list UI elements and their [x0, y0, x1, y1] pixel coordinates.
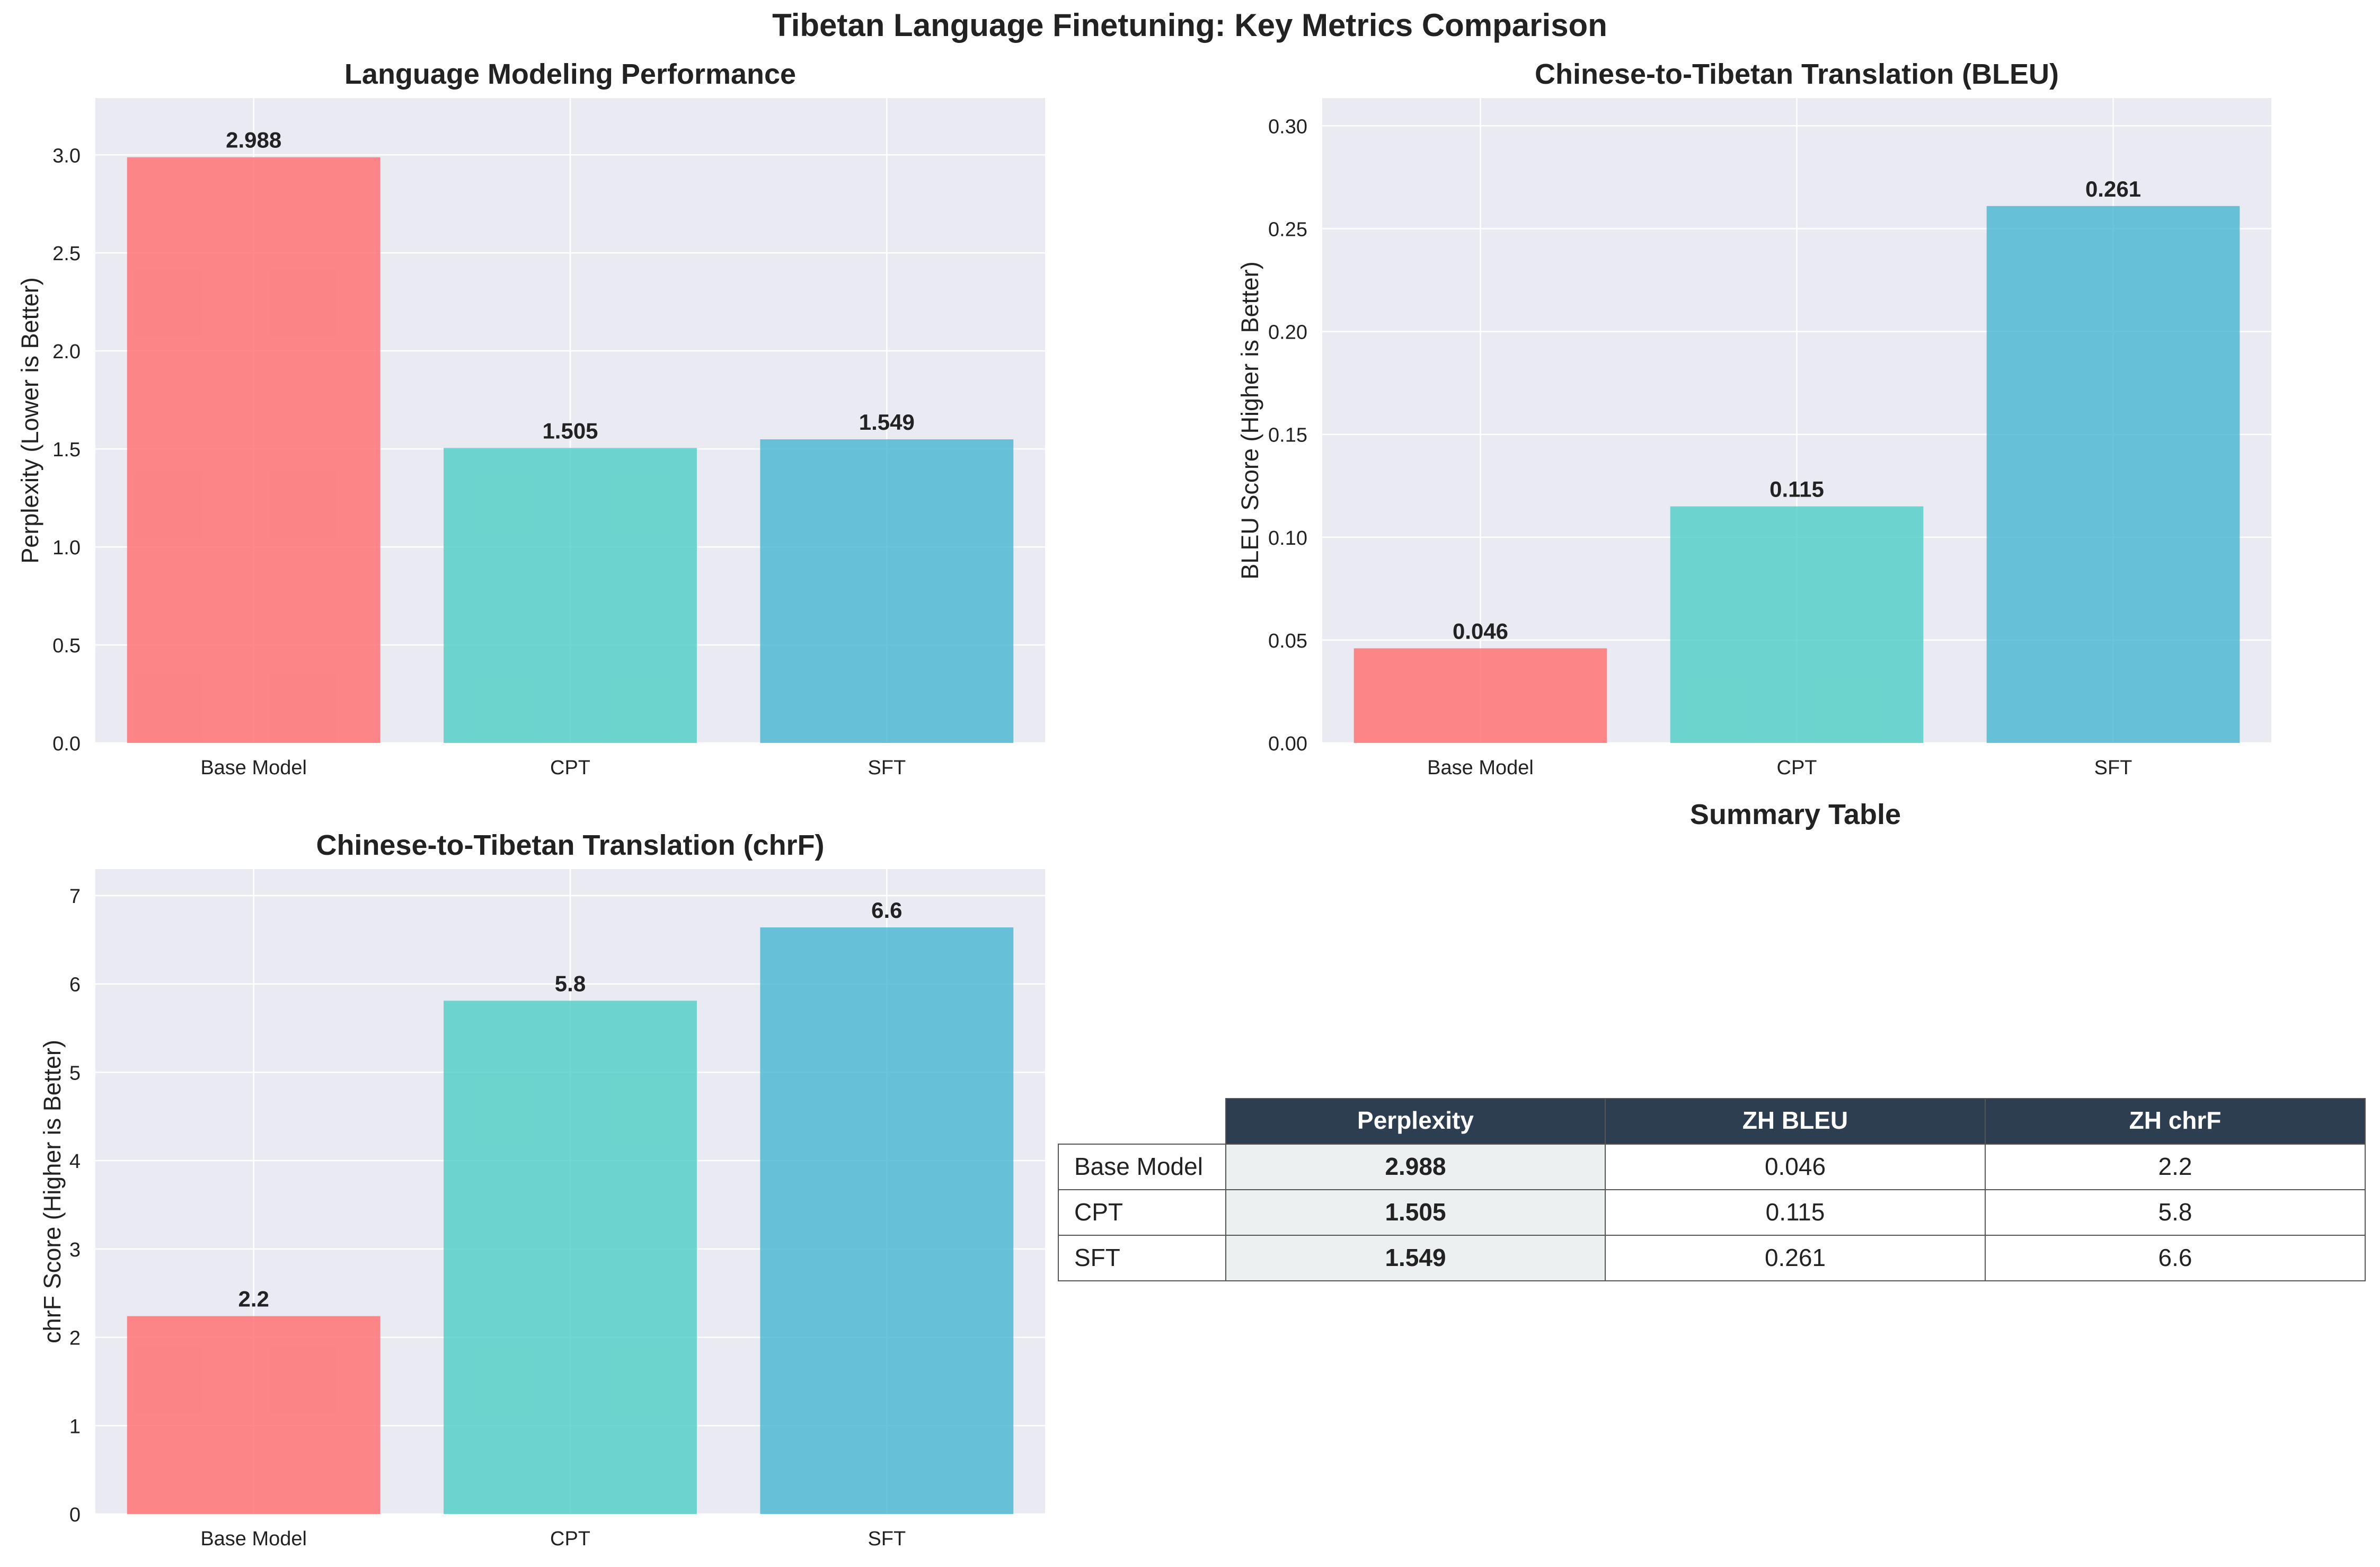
y-tick-label: 2 [69, 1327, 81, 1350]
y-tick-label: 3 [69, 1239, 81, 1261]
y-tick-label: 0 [69, 1504, 81, 1526]
y-axis-label: chrF Score (Higher is Better) [39, 1040, 66, 1343]
bar [127, 1316, 381, 1514]
table-header-cell [1985, 1098, 2366, 1145]
x-tick-label: CPT [1777, 757, 1817, 779]
chart-title: Chinese-to-Tibetan Translation (chrF) [316, 829, 824, 861]
y-tick-label: 2.5 [52, 243, 81, 265]
chart-title: Chinese-to-Tibetan Translation (BLEU) [1535, 58, 2059, 90]
y-tick-label: 0.15 [1268, 424, 1307, 447]
table-header-cell [1225, 1098, 1606, 1145]
x-tick-label: SFT [868, 757, 906, 779]
table-title: Summary Table [1690, 799, 1901, 830]
table-cell [1225, 1144, 1606, 1190]
y-tick-label: 3.0 [52, 145, 81, 167]
summary-table: Summary Table Perplexity ZH BLEU ZH chrF Bas… [1058, 799, 2366, 1281]
table-cell [1605, 1235, 1986, 1281]
table-cell-text: 0.115 [1766, 1198, 1825, 1226]
table-header-text: ZH BLEU [1742, 1106, 1848, 1134]
y-axis-label: BLEU Score (Higher is Better) [1236, 261, 1263, 579]
bar [444, 448, 697, 743]
table-row-label: CPT [1074, 1198, 1123, 1226]
panels: 2.988 1.505 1.549 0.0 0.5 1.0 1.5 2.0 2.5 3.0 Base… [16, 58, 2366, 1550]
table-cell-text: 1.505 [1385, 1198, 1446, 1226]
x-tick-label: SFT [868, 1528, 906, 1550]
table-header-text: ZH chrF [2129, 1106, 2222, 1134]
data-label: 5.8 [555, 971, 586, 996]
bar [1353, 648, 1607, 743]
bar [444, 1001, 697, 1514]
y-tick-label: 1.0 [52, 537, 81, 559]
table-cell-text: 2.2 [2158, 1153, 2192, 1180]
table-header-cell [1605, 1098, 1986, 1145]
y-tick-label: 0.20 [1268, 322, 1307, 344]
data-label: 1.549 [859, 410, 915, 435]
y-tick-label: 0.5 [52, 635, 81, 657]
table-cell [1605, 1144, 1986, 1190]
y-tick-label: 0.00 [1268, 733, 1307, 755]
table-cell-text: 1.549 [1385, 1244, 1446, 1271]
y-tick-label: 2.0 [52, 341, 81, 363]
y-tick-label: 5 [69, 1062, 81, 1084]
y-tick-label: 6 [69, 974, 81, 996]
data-label: 2.988 [226, 128, 281, 153]
bar [127, 157, 381, 743]
table-row-label: SFT [1074, 1244, 1120, 1271]
table-cell-text: 0.046 [1765, 1153, 1826, 1180]
x-tick-label: SFT [2094, 757, 2133, 779]
y-tick-label: 1 [69, 1415, 81, 1438]
table-cell [1605, 1189, 1986, 1236]
x-tick-label: CPT [550, 757, 590, 779]
y-tick-label: 0.05 [1268, 630, 1307, 652]
table-cell [1225, 1189, 1606, 1236]
bar [1986, 206, 2240, 743]
chart-3: 2.2 5.8 6.6 0 1 2 3 4 5 6 7 Base Model CPT SFT chrF Sc… [39, 829, 1045, 1550]
data-label: 1.505 [542, 418, 598, 443]
chart-1: 2.988 1.505 1.549 0.0 0.5 1.0 1.5 2.0 2.5 3.0 Base… [16, 58, 1045, 779]
y-tick-label: 0.0 [52, 733, 81, 755]
bar [760, 439, 1014, 743]
y-tick-label: 7 [69, 886, 81, 908]
table-row-label-cell [1058, 1235, 1226, 1281]
y-axis-label: Perplexity (Lower is Better) [16, 277, 43, 563]
bar [760, 927, 1014, 1514]
chart-2: 0.046 0.115 0.261 0.00 0.05 0.10 0.15 0.20 0.25 0… [1236, 58, 2271, 779]
table-cell [1985, 1235, 2366, 1281]
bar [1670, 506, 1924, 743]
x-tick-label: Base Model [200, 1528, 307, 1550]
figure-title: Tibetan Language Finetuning: Key Metrics… [772, 7, 1607, 43]
x-tick-label: Base Model [200, 757, 307, 779]
table-cell [1225, 1235, 1606, 1281]
data-label: 2.2 [238, 1287, 269, 1312]
table-row-label-cell [1058, 1144, 1226, 1190]
data-label: 0.046 [1453, 618, 1508, 643]
table-row-label: Base Model [1074, 1153, 1203, 1180]
x-tick-label: Base Model [1427, 757, 1534, 779]
data-label: 0.261 [2085, 176, 2141, 201]
y-tick-label: 0.10 [1268, 527, 1307, 550]
table-cell-text: 6.6 [2158, 1244, 2192, 1271]
table-cell-text: 0.261 [1765, 1244, 1826, 1271]
x-tick-label: CPT [550, 1528, 590, 1550]
data-label: 0.115 [1769, 477, 1824, 502]
y-tick-label: 1.5 [52, 439, 81, 461]
y-tick-label: 0.25 [1268, 219, 1307, 241]
table-cell-text: 5.8 [2158, 1198, 2192, 1226]
table-cell-text: 2.988 [1385, 1153, 1446, 1180]
chart-title: Language Modeling Performance [344, 58, 796, 90]
y-tick-label: 0.30 [1268, 116, 1307, 138]
table-header-text: Perplexity [1357, 1106, 1474, 1134]
data-label: 6.6 [871, 898, 902, 923]
y-tick-label: 4 [69, 1150, 81, 1173]
